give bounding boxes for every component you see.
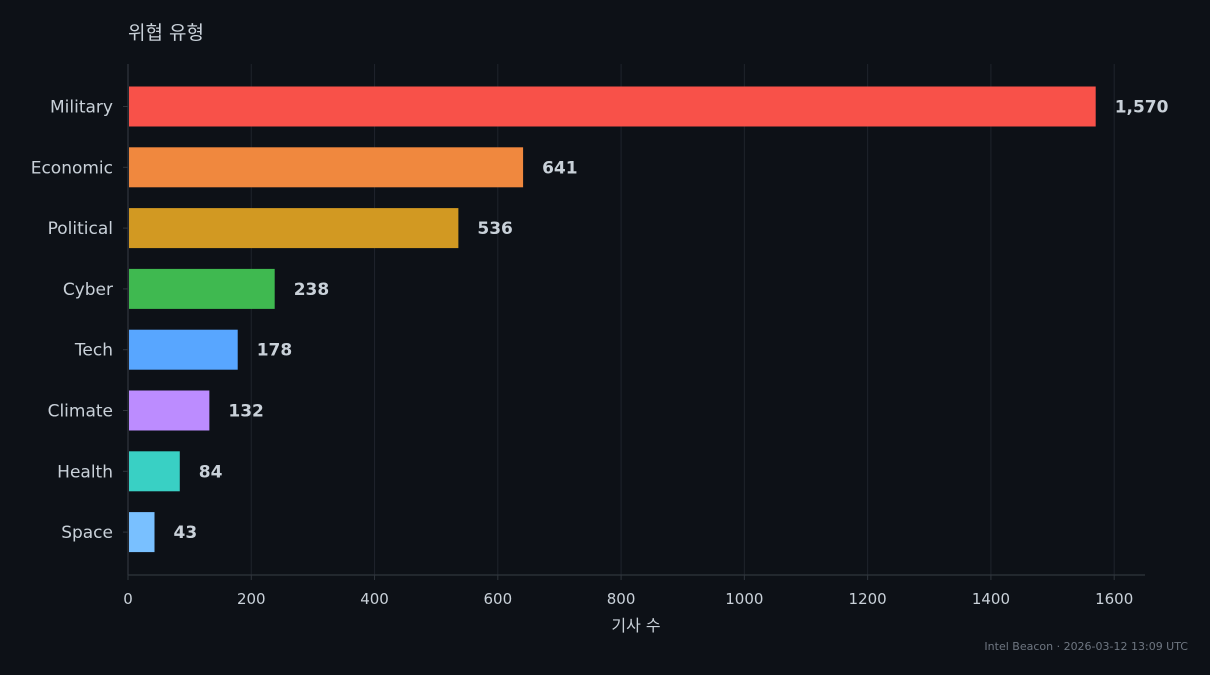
axes [123,64,1145,580]
category-label: Health [57,462,113,482]
category-label: Climate [48,402,113,422]
category-label: Political [48,219,113,239]
category-label: Economic [31,158,113,178]
x-tick-label: 1000 [725,590,763,608]
category-label: Space [61,523,113,543]
x-tick-label: 200 [237,590,266,608]
bar-cyber [129,268,275,309]
value-label: 1,570 [1115,98,1169,118]
category-label: Tech [74,341,113,361]
x-tick-label: 400 [360,590,389,608]
x-tick-label: 1400 [972,590,1010,608]
bar-political [129,208,459,249]
bar-tech [129,329,238,370]
value-label: 641 [542,158,578,178]
category-label: Military [50,98,113,118]
x-tick-label: 600 [483,590,512,608]
bar-military [129,86,1096,127]
value-label: 178 [257,341,293,361]
x-tick-label: 0 [123,590,133,608]
labels: 0 200 400 600 800 1000 1200 1400 1600 Military 1,5… [31,98,1169,609]
x-axis-title: 기사 수 [611,616,660,635]
value-label: 84 [199,462,223,482]
value-label: 43 [174,523,198,543]
value-label: 536 [477,219,513,239]
grid-lines [250,64,1115,575]
x-tick-label: 800 [607,590,636,608]
category-label: Cyber [63,280,113,300]
value-label: 132 [228,402,263,422]
bar-health [129,451,180,492]
chart-title: 위협 유형 [128,22,204,44]
x-tick-label: 1600 [1095,590,1133,608]
bar-space [129,512,155,553]
x-tick-label: 1200 [849,590,887,608]
footer-timestamp: Intel Beacon · 2026-03-12 13:09 UTC [984,640,1188,653]
bars [129,86,1096,553]
bar-climate [129,390,210,431]
bar-economic [129,147,524,188]
value-label: 238 [294,280,330,300]
